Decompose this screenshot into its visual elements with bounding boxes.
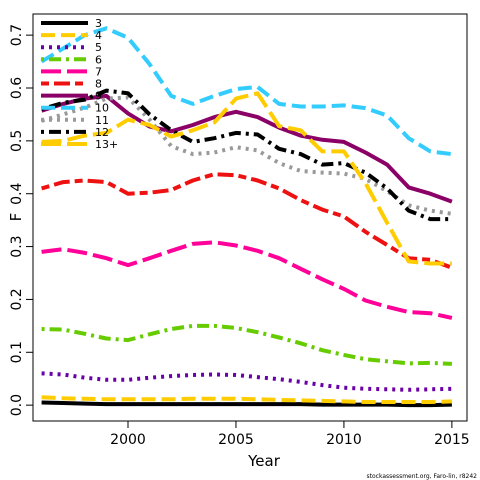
legend-label: 3 xyxy=(95,17,102,30)
y-axis-title: F xyxy=(7,213,25,222)
legend-label: 5 xyxy=(95,41,102,54)
x-tick-label: 2015 xyxy=(434,432,470,448)
y-tick-label: 0.2 xyxy=(9,288,25,310)
series-line-5 xyxy=(41,240,453,320)
legend-label: 7 xyxy=(95,65,102,78)
series-line-10 xyxy=(41,88,452,222)
series-line-4 xyxy=(41,323,452,366)
y-tick-label: 0.4 xyxy=(9,182,25,204)
x-tick-label: 2005 xyxy=(218,432,254,448)
series-line-11 xyxy=(41,91,452,266)
series-line-9 xyxy=(41,95,453,216)
x-axis: 2000 2005 2010 2015 xyxy=(110,421,470,448)
legend-label: 11 xyxy=(95,114,109,127)
x-tick-label: 2010 xyxy=(326,432,362,448)
x-axis-title: Year xyxy=(247,452,281,470)
legend-label: 10 xyxy=(95,102,109,115)
credit-text: stockassessment.org, Faro-lin, r8242 xyxy=(367,473,478,480)
y-tick-label: 0.3 xyxy=(9,235,25,257)
legend-label: 4 xyxy=(95,29,102,42)
series-line-2 xyxy=(41,395,452,404)
legend-label: 9 xyxy=(95,90,102,103)
legend-label: 8 xyxy=(95,78,102,91)
series-line-3 xyxy=(41,371,452,392)
y-axis: 0.0 0.1 0.2 0.3 0.4 0.5 0.6 0.7 xyxy=(9,24,33,416)
series-line-8 xyxy=(40,26,453,157)
series-layer xyxy=(40,26,453,408)
plot-area xyxy=(32,13,468,422)
legend-label: 6 xyxy=(95,53,102,66)
y-tick-label: 0.5 xyxy=(9,130,25,152)
series-line-6 xyxy=(41,172,453,270)
y-tick-label: 0.1 xyxy=(9,341,25,363)
y-tick-label: 0.7 xyxy=(9,24,25,46)
y-tick-label: 0.0 xyxy=(9,394,25,416)
y-tick-label: 0.6 xyxy=(9,77,25,99)
legend-label: 13+ xyxy=(95,138,118,151)
x-tick-label: 2000 xyxy=(110,432,146,448)
legend-label: 12 xyxy=(95,126,109,139)
series-line-1 xyxy=(41,400,452,408)
